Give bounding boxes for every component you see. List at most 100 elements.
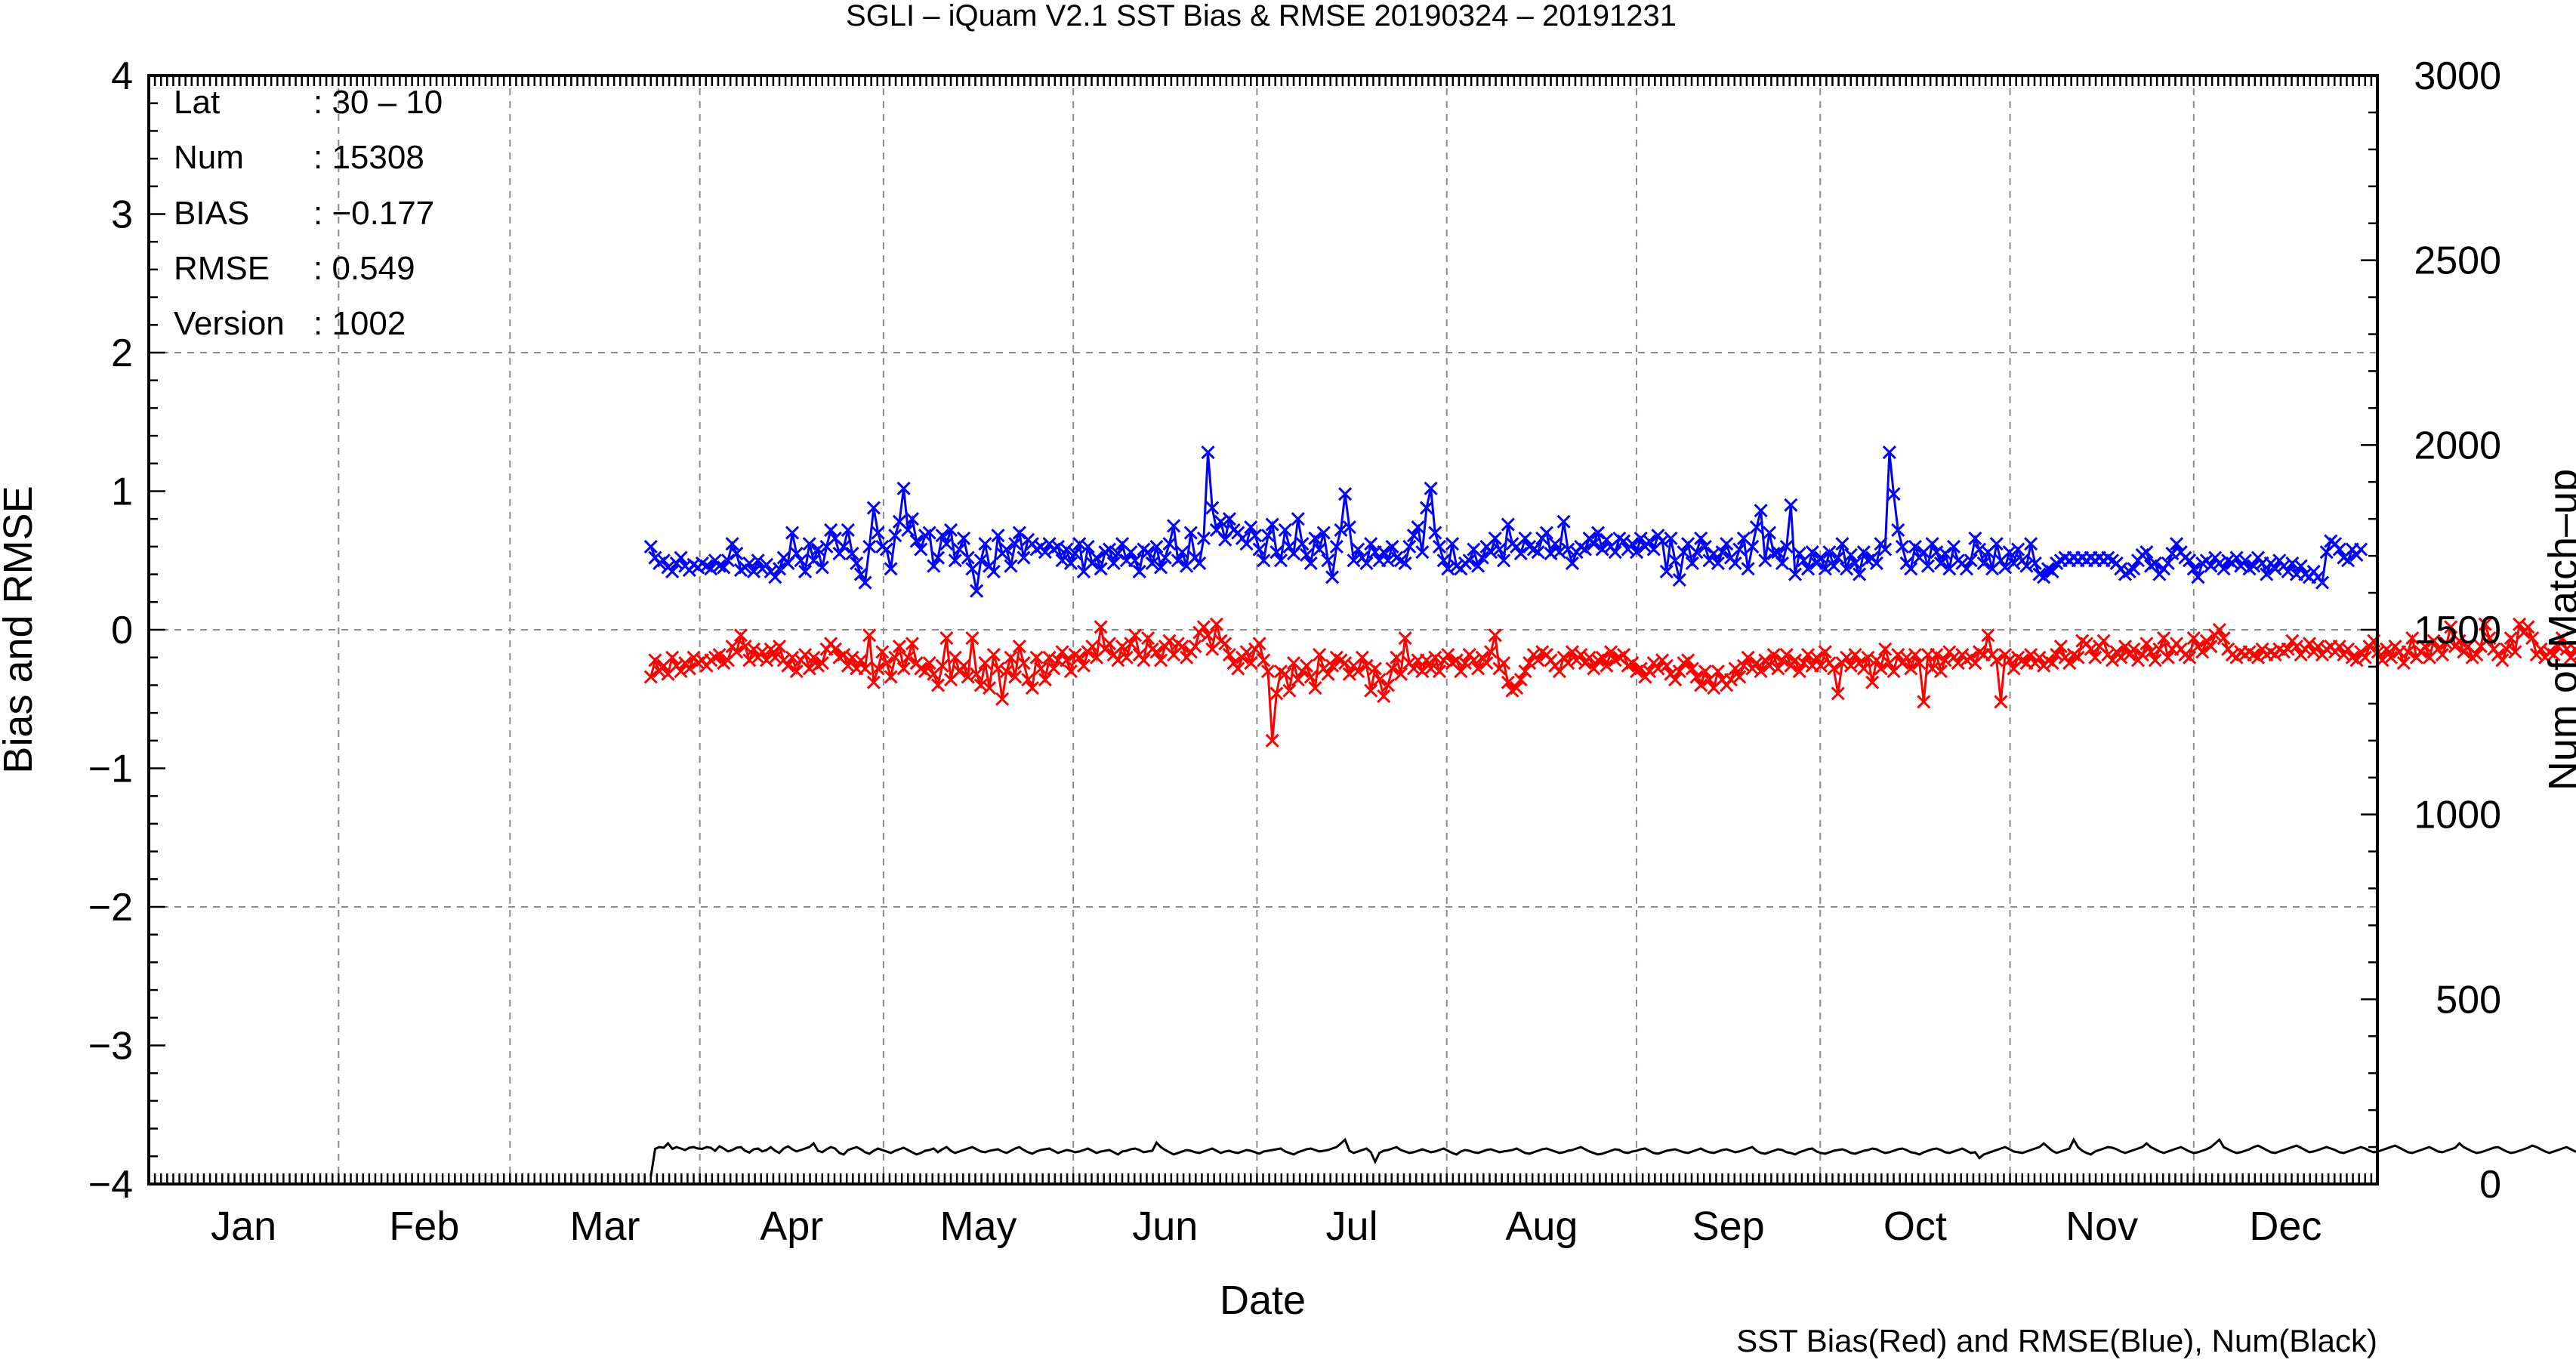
rmse-point bbox=[1214, 514, 1228, 529]
bias-point bbox=[1951, 655, 1965, 671]
bias-point bbox=[1252, 637, 1266, 651]
bias-point bbox=[1154, 653, 1168, 668]
y-left-tick-label: −1 bbox=[88, 748, 133, 791]
bias-point bbox=[1565, 645, 1579, 659]
bias-point bbox=[866, 675, 881, 689]
rmse-point bbox=[1642, 534, 1657, 548]
rmse-point bbox=[1338, 487, 1353, 501]
rmse-point bbox=[789, 547, 804, 561]
bias-point bbox=[2251, 650, 2265, 664]
bias-point bbox=[2204, 639, 2218, 654]
rmse-point bbox=[1175, 545, 1189, 560]
rmse-point bbox=[1600, 532, 1614, 547]
bias-point bbox=[1128, 628, 1143, 643]
rmse-point bbox=[1800, 562, 1816, 576]
rmse-point bbox=[1060, 542, 1074, 557]
rmse-point bbox=[2332, 542, 2346, 557]
rmse-point bbox=[798, 564, 813, 578]
month-label: Apr bbox=[760, 1204, 823, 1249]
month-label: May bbox=[940, 1204, 1017, 1249]
bias-point bbox=[2482, 631, 2497, 646]
bias-point bbox=[1522, 655, 1537, 671]
rmse-point bbox=[2024, 537, 2038, 551]
rmse-point bbox=[2186, 562, 2201, 576]
bias-point bbox=[1291, 672, 1305, 687]
bias-point bbox=[1102, 637, 1117, 651]
bias-point bbox=[1754, 664, 1768, 679]
bias-point bbox=[730, 645, 744, 659]
rmse-point bbox=[1689, 545, 1704, 560]
bias-point bbox=[2401, 645, 2415, 659]
bias-point bbox=[2002, 653, 2016, 668]
bias-point bbox=[1728, 661, 1742, 676]
bias-point bbox=[682, 661, 696, 676]
bias-point bbox=[1342, 667, 1356, 681]
bias-point bbox=[2139, 637, 2154, 651]
bias-point bbox=[2143, 645, 2158, 659]
rmse-point bbox=[1291, 512, 1305, 526]
rmse-point bbox=[1132, 564, 1146, 578]
bias-point bbox=[2564, 650, 2576, 664]
rmse-point bbox=[930, 550, 946, 565]
rmse-point bbox=[2139, 545, 2154, 560]
bias-point bbox=[1060, 653, 1074, 668]
bias-point bbox=[1149, 645, 1164, 659]
bias-point bbox=[1419, 653, 1434, 668]
bias-point bbox=[2289, 639, 2304, 654]
month-labels: Jan Feb Mar Apr May Jun Jul Aug Sep Oct Nov Dec bbox=[211, 1204, 2321, 1249]
bias-point bbox=[1843, 658, 1858, 673]
rmse-point bbox=[2315, 575, 2330, 590]
series-bias bbox=[643, 617, 2576, 748]
rmse-point bbox=[1094, 562, 1108, 576]
bias-point bbox=[815, 655, 829, 671]
rmse-point bbox=[759, 557, 774, 572]
bias-point bbox=[1899, 650, 1914, 664]
y-left-tick-label: 4 bbox=[111, 54, 133, 98]
bias-point bbox=[845, 650, 859, 664]
bias-point bbox=[1587, 661, 1601, 676]
rmse-point bbox=[1831, 550, 1845, 565]
y-left-tick-label: −2 bbox=[88, 886, 133, 930]
rmse-point bbox=[1989, 537, 2004, 551]
rmse-point bbox=[1205, 501, 1220, 515]
rmse-point bbox=[1869, 556, 1883, 570]
rmse-point bbox=[1720, 537, 1734, 551]
rmse-point bbox=[1946, 539, 1961, 553]
stat-lat-label: Lat bbox=[174, 84, 220, 121]
rmse-point bbox=[1805, 545, 1819, 560]
bias-point bbox=[1732, 670, 1747, 684]
rmse-point bbox=[1655, 534, 1670, 548]
rmse-point bbox=[1908, 539, 1922, 553]
bias-point bbox=[1484, 645, 1498, 659]
rmse-point bbox=[2028, 556, 2042, 570]
rmse-point bbox=[1788, 567, 1803, 581]
bias-point bbox=[1313, 647, 1327, 662]
bias-point bbox=[764, 642, 778, 656]
rmse-point bbox=[746, 564, 761, 578]
stat-rmse-value: : 0.549 bbox=[313, 250, 415, 287]
rmse-point bbox=[862, 539, 877, 553]
y-right-tick-label: 0 bbox=[2479, 1163, 2501, 1207]
rmse-point bbox=[1758, 553, 1772, 568]
rmse-point bbox=[1385, 539, 1399, 553]
bias-point bbox=[1908, 647, 1922, 662]
bias-point bbox=[1390, 650, 1404, 664]
bias-point bbox=[991, 661, 1005, 676]
rmse-point bbox=[978, 537, 992, 551]
bias-point bbox=[1470, 661, 1485, 676]
bias-point bbox=[1085, 639, 1100, 654]
bias-point bbox=[755, 645, 770, 659]
rmse-point bbox=[1938, 547, 1952, 561]
bias-point bbox=[2050, 647, 2064, 662]
y-left-tick-label: −4 bbox=[88, 1163, 133, 1207]
bias-point bbox=[1848, 647, 1862, 662]
bias-point bbox=[1874, 661, 1888, 676]
rmse-point bbox=[1548, 537, 1563, 551]
bias-point bbox=[759, 653, 774, 668]
bias-point bbox=[2426, 634, 2441, 648]
rmse-point bbox=[1183, 526, 1198, 540]
rmse-point bbox=[720, 553, 735, 568]
bias-point bbox=[1432, 664, 1447, 679]
rmse-point bbox=[751, 553, 765, 568]
bias-point bbox=[986, 647, 1001, 662]
